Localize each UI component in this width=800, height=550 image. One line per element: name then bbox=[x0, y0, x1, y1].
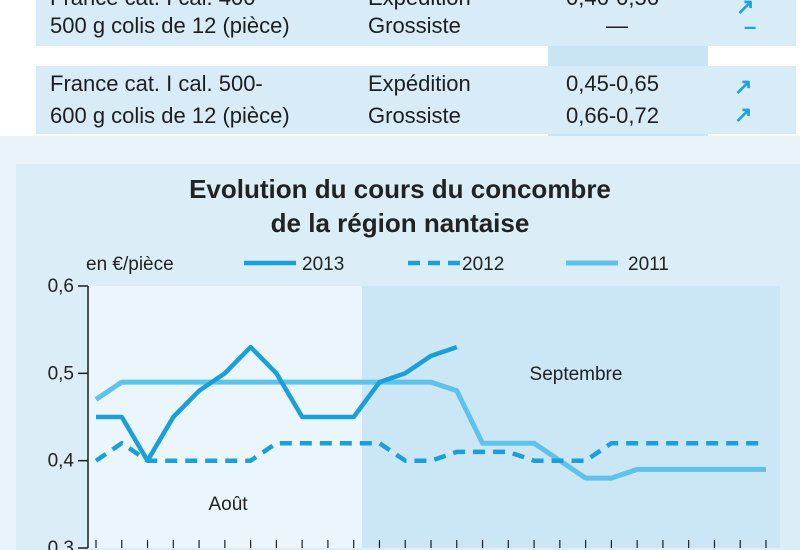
y-tick-label: 0,6 bbox=[48, 276, 74, 297]
series-line-2013 bbox=[96, 344, 458, 463]
plot-panel-september bbox=[362, 286, 780, 548]
row2-stage-2: Grossiste bbox=[368, 103, 461, 128]
series-line-2012 bbox=[94, 440, 766, 463]
price-table: France cat. I cal. 400- 500 g colis de 1… bbox=[0, 0, 800, 136]
chart-title-line2: de la région nantaise bbox=[270, 208, 530, 238]
row2-stage-1: Expédition bbox=[368, 71, 471, 96]
row1-product-line1: France cat. I cal. 400- bbox=[50, 0, 263, 14]
legend-label-2011: 2011 bbox=[628, 254, 669, 275]
row1-stage-2: Grossiste bbox=[368, 13, 461, 38]
row1-product-line2: 500 g colis de 12 (pièce) bbox=[50, 13, 290, 38]
row1-price-1: 0,46-0,56 bbox=[566, 0, 659, 14]
table-row-2-band bbox=[36, 66, 796, 134]
trend-stable-icon: – bbox=[744, 14, 757, 39]
row2-product-line2: 600 g colis de 12 (pièce) bbox=[50, 103, 290, 128]
trend-up-icon: ↗ bbox=[734, 74, 753, 99]
y-tick-label: 0,5 bbox=[48, 363, 74, 384]
trend-up-icon: ↗ bbox=[734, 102, 753, 127]
row1-price-2: — bbox=[606, 13, 628, 38]
series-line-2011 bbox=[94, 379, 766, 481]
row1-stage-1: Expédition bbox=[368, 0, 471, 14]
row2-price-1: 0,45-0,65 bbox=[566, 71, 659, 96]
month-label-september: Septembre bbox=[530, 364, 623, 385]
table-row-1-band bbox=[36, 0, 796, 46]
month-label-august: Août bbox=[208, 494, 248, 515]
y-tick-label: 0,3 bbox=[48, 538, 74, 550]
y-tick-label: 0,4 bbox=[48, 451, 75, 472]
legend-label-2013: 2013 bbox=[302, 254, 344, 275]
row2-price-2: 0,66-0,72 bbox=[566, 103, 659, 128]
trend-up-icon: ↗ bbox=[736, 0, 755, 19]
legend-label-2012: 2012 bbox=[462, 254, 504, 275]
unit-label: en €/pièce bbox=[86, 254, 174, 275]
chart-title-line1: Evolution du cours du concombre bbox=[189, 174, 611, 204]
row2-product-line1: France cat. I cal. 500- bbox=[50, 71, 263, 96]
